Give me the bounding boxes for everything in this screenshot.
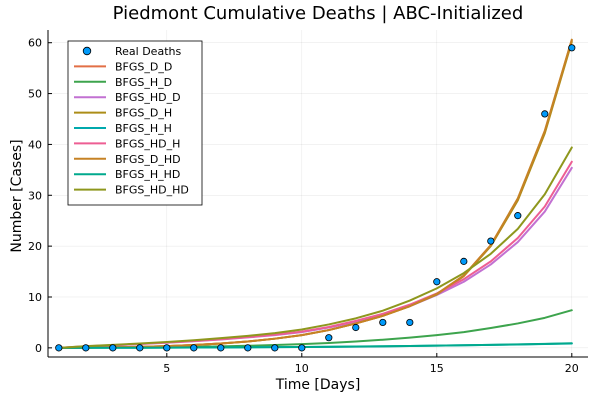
legend-marker-real-deaths — [82, 46, 92, 56]
x-tick-label: 10 — [295, 362, 309, 375]
real-deaths-point — [136, 344, 144, 352]
y-tick-label: 60 — [28, 37, 42, 50]
real-deaths-point — [190, 344, 198, 352]
legend-label-bfgs-d-hd: BFGS_D_HD — [115, 153, 181, 166]
y-tick-label: 20 — [28, 240, 42, 253]
real-deaths-point — [271, 344, 279, 352]
legend-label-bfgs-h-d: BFGS_H_D — [115, 76, 172, 89]
legend: Real Deaths BFGS_D_D BFGS_H_D BFGS_HD_D BFGS… — [67, 40, 203, 206]
series-lines — [57, 38, 573, 349]
x-tick-label: 20 — [565, 362, 579, 375]
real-deaths-point — [109, 344, 117, 352]
real-deaths-point — [433, 278, 441, 286]
tick-labels: 5 10 15 20 0 10 20 30 40 50 60 — [28, 37, 579, 375]
real-deaths-point — [217, 344, 225, 352]
real-deaths-point — [514, 212, 522, 220]
real-deaths-point — [82, 344, 90, 352]
chart-title: Piedmont Cumulative Deaths | ABC-Initial… — [113, 3, 524, 24]
y-axis-label: Number [Cases] — [9, 139, 25, 252]
legend-label-bfgs-d-d: BFGS_D_D — [115, 60, 172, 73]
real-deaths-point — [352, 323, 360, 332]
real-deaths-point — [487, 237, 495, 245]
series-line-bfgs-h-hd — [57, 342, 573, 349]
legend-label-bfgs-h-hd: BFGS_H_HD — [115, 168, 180, 181]
axes — [47, 30, 588, 358]
real-deaths-point — [163, 344, 171, 352]
scatter-points — [55, 44, 576, 352]
real-deaths-point — [541, 110, 549, 118]
real-deaths-point — [55, 344, 63, 352]
legend-label-real-deaths: Real Deaths — [115, 45, 181, 58]
legend-label-bfgs-d-h: BFGS_D_H — [115, 107, 172, 120]
legend-label-bfgs-hd-h: BFGS_HD_H — [115, 137, 180, 150]
x-tick-label: 5 — [163, 362, 170, 375]
real-deaths-point — [568, 44, 576, 52]
real-deaths-point — [325, 334, 333, 342]
real-deaths-point — [460, 257, 468, 265]
real-deaths-point — [244, 344, 252, 352]
real-deaths-point — [379, 318, 387, 327]
x-axis-label: Time [Days] — [275, 377, 361, 393]
legend-label-bfgs-hd-d: BFGS_HD_D — [115, 91, 181, 104]
real-deaths-point — [298, 344, 306, 352]
real-deaths-point — [406, 318, 414, 327]
series-line-bfgs-hd-hd — [57, 146, 573, 349]
x-tick-label: 15 — [430, 362, 444, 375]
y-tick-label: 0 — [35, 342, 42, 355]
legend-box — [67, 40, 203, 206]
y-tick-label: 40 — [28, 138, 42, 151]
legend-label-bfgs-h-h: BFGS_H_H — [115, 122, 172, 135]
y-tick-label: 10 — [28, 291, 42, 304]
y-tick-label: 30 — [28, 189, 42, 202]
legend-label-bfgs-hd-hd: BFGS_HD_HD — [115, 184, 189, 197]
y-tick-label: 50 — [28, 88, 42, 101]
